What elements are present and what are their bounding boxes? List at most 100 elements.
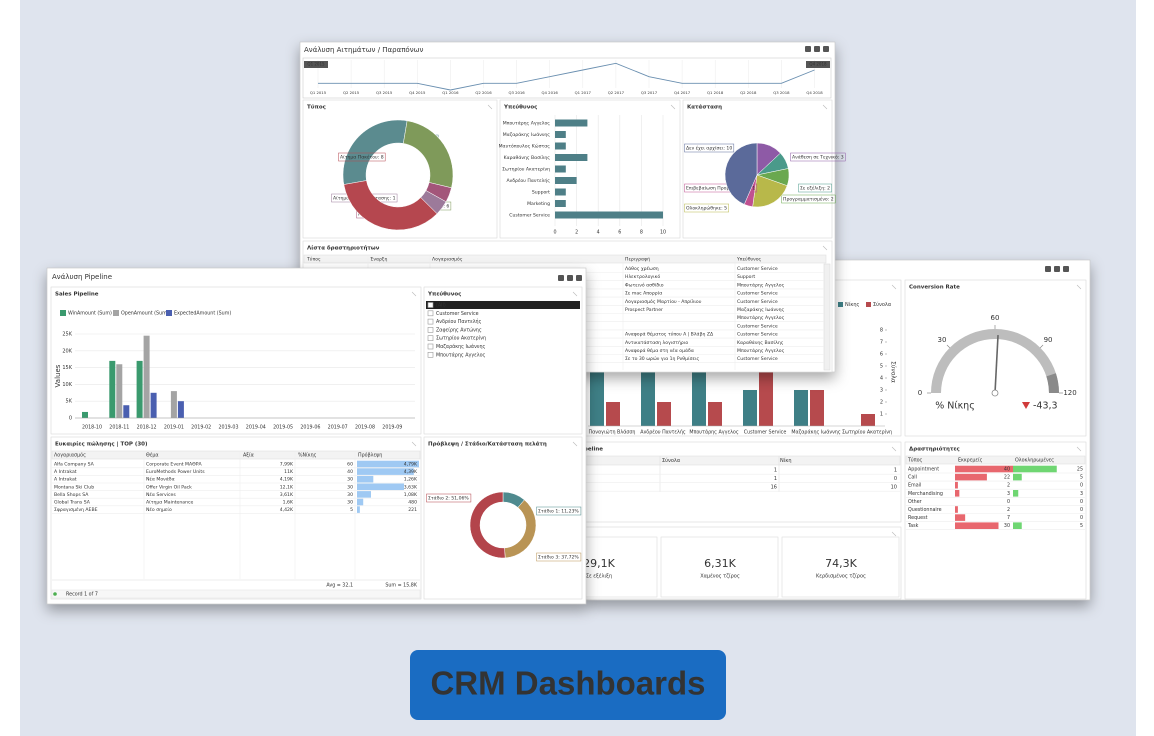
cell: 30 (1004, 523, 1010, 529)
y2-tick-label: 5 (880, 364, 883, 370)
checkbox[interactable] (427, 310, 434, 317)
panel-resize (487, 104, 493, 110)
x-tick-label: 2019-09 (382, 425, 402, 431)
x-tick-label: 2018-12 (137, 425, 157, 431)
gauge-needle (994, 335, 999, 394)
timeline-label: Q4 2016 (542, 90, 559, 95)
column-header: Πρόβλεψη (358, 452, 382, 459)
y-tick-label: 5K (66, 399, 73, 405)
cell: 4,79K (404, 462, 418, 468)
cell: 5 (1080, 523, 1083, 529)
cell: 1,26K (404, 477, 418, 483)
pie-slice (724, 142, 758, 205)
pager-add[interactable] (53, 592, 57, 596)
forecast-bar (357, 468, 414, 475)
cell: Λογαριασμός Μαρτίου - Απρίλιου (625, 298, 702, 305)
checkbox[interactable] (427, 318, 434, 325)
pending-bar (955, 506, 958, 513)
forecast-bar (357, 506, 360, 513)
cell: Μαζαράκης Ιωάννης (737, 306, 785, 313)
timeline-label: Q2 2018 (740, 90, 757, 95)
legend-swatch (60, 310, 66, 316)
bar (708, 402, 722, 426)
panel-resize (891, 446, 897, 452)
cell: Αναφορά θέματος τύπου Α | Βλάβη ΖΔ (625, 331, 714, 338)
cell: Prospect Partner (625, 307, 663, 313)
timeline-label: Q2 2015 (343, 90, 360, 95)
checkbox[interactable] (427, 327, 434, 333)
slice-label-box (536, 506, 582, 516)
bar (657, 402, 671, 426)
panel-resize (670, 104, 676, 110)
pending-bar (955, 481, 958, 489)
cell: Νέα Μονάδα (146, 476, 175, 483)
checkbox[interactable] (427, 351, 434, 358)
cell: Merchandising (908, 491, 943, 497)
toolbar-icon (823, 46, 829, 52)
cell: A Intrakat (54, 477, 77, 483)
checkbox[interactable] (427, 302, 434, 308)
cell: Alfa Company SA (54, 462, 95, 468)
panel-title: Πρόβλεψη / Στάδιο/Κατάσταση πελάτη (428, 441, 547, 448)
x-tick-label: 2019-07 (328, 425, 348, 431)
timeline-frame (302, 57, 832, 99)
cell: Offer Virgin Oil Pack (146, 484, 192, 490)
x-tick-label: Σωτηρίου Ακατερίνη (842, 429, 892, 436)
cell: Λάθος χρέωση (625, 265, 659, 272)
bar (555, 188, 566, 196)
cell: Email (908, 483, 921, 489)
legend-label: ExpectedAmount (Sum) (174, 311, 231, 317)
cell: 5 (350, 507, 353, 513)
pie-slice (342, 119, 408, 185)
y-tick-label: Marketing (527, 201, 550, 207)
cell: Corporate Event ΜΑΘΡΑ (146, 462, 203, 468)
slice-label: Στάδιο 1: 11,23% (538, 508, 579, 515)
column-header: Τύπος (907, 457, 923, 464)
y2-tick-label: 2 (880, 400, 883, 406)
cell: 0 (894, 476, 897, 482)
gauge-delta: -43,3 (1033, 401, 1058, 412)
column-header: Θέμα (146, 452, 159, 459)
cell: Call (908, 475, 917, 481)
slice-label-box (781, 194, 836, 204)
panel (50, 286, 422, 435)
slice-label-box (684, 203, 729, 213)
y2-tick-label: 7 (880, 340, 883, 346)
bar (743, 390, 757, 426)
bar (794, 390, 808, 426)
checkbox[interactable] (427, 343, 434, 350)
banner-button[interactable] (410, 650, 726, 720)
column-header: Λογαριασμός (432, 256, 463, 263)
bar (150, 392, 157, 418)
legend-swatch (866, 302, 871, 307)
legend-swatch (838, 302, 843, 307)
slice-label-box (338, 152, 386, 162)
column-header: Λογαριασμός (54, 452, 86, 459)
timeline-label: Q4 2015 (409, 90, 426, 95)
x-tick-label: Ανδρέου Παντελής (640, 429, 686, 436)
legend-label: OpenAmount (Sum) (121, 311, 169, 317)
cell: Αναφορά θέμα στη νέα ομάδα (625, 347, 694, 354)
cell: Αίτημα Maintenance (146, 499, 194, 506)
gauge-tick-label: 90 (1044, 336, 1053, 344)
cell: Bella Shops SA (54, 492, 89, 498)
cell: 1 (774, 476, 777, 482)
panel-title: Λίστα δραστηριοτήτων (307, 245, 380, 252)
panel (904, 279, 1087, 437)
bar (555, 177, 577, 184)
gauge-tick-label: 30 (938, 336, 947, 344)
kpi-label: Κερδισμένος τζίρος (816, 573, 866, 580)
legend-swatch (166, 310, 172, 316)
range-handle (304, 61, 328, 68)
cell: 40 (1004, 467, 1010, 473)
checkbox[interactable] (427, 335, 434, 342)
x-tick-label: 2019-06 (300, 425, 320, 431)
panel-title: Κατάσταση (687, 104, 722, 111)
panel-title: Sales Pipeline (55, 292, 99, 298)
timeline-label: Q3 2017 (641, 90, 658, 95)
pending-bar (955, 490, 960, 497)
cell: 1,6K (283, 500, 294, 506)
range-handle (806, 61, 830, 68)
gauge-arc (931, 329, 1059, 393)
cell: 0 (1080, 499, 1083, 505)
